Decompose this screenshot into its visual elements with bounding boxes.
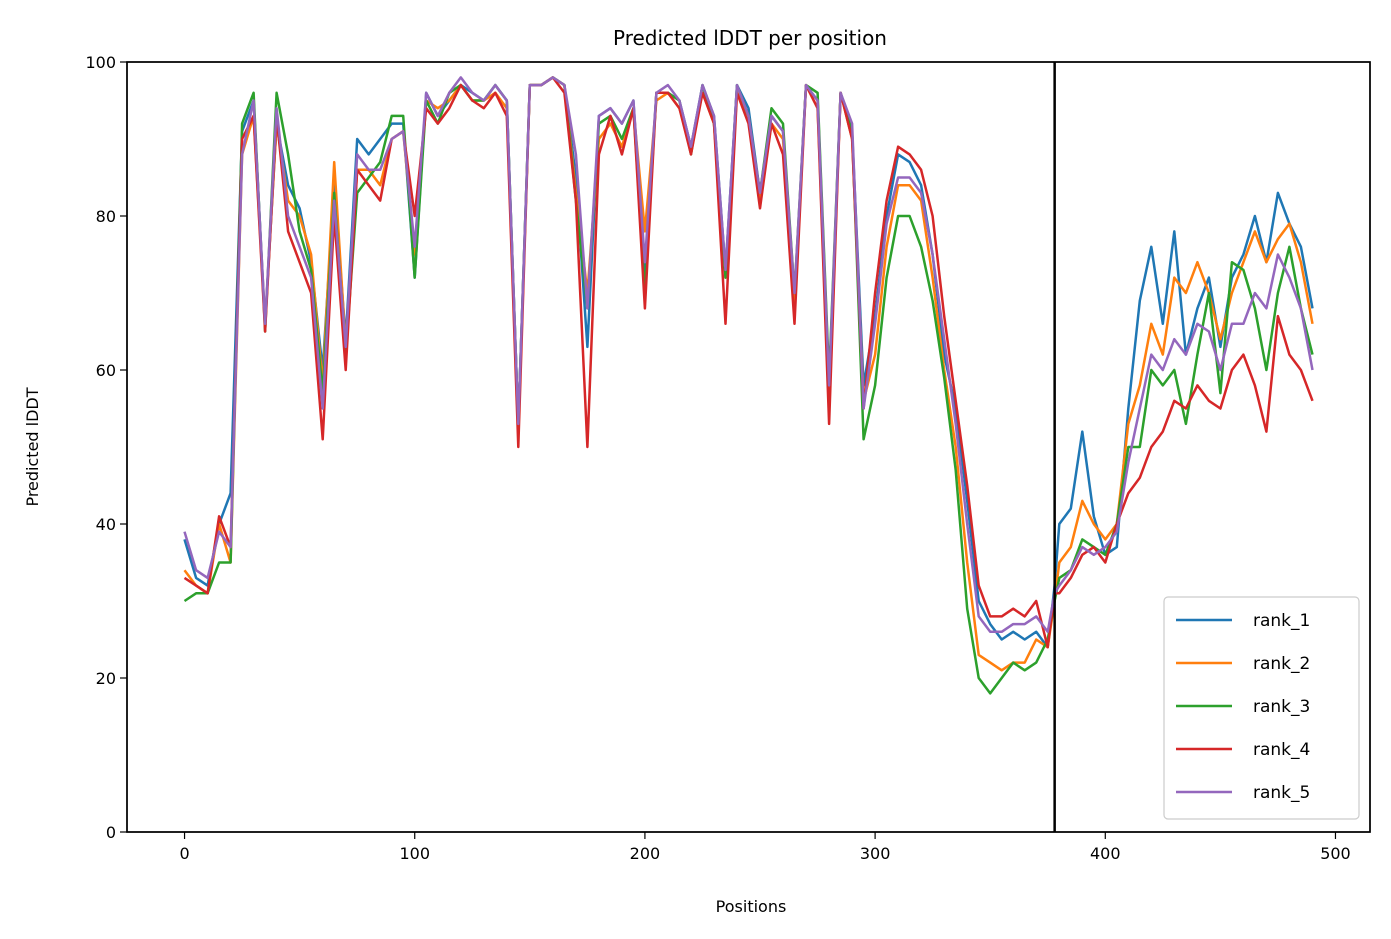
x-tick-label: 500 bbox=[1320, 844, 1351, 863]
legend-box bbox=[1163, 596, 1360, 820]
series-line-rank_4 bbox=[183, 76, 1314, 649]
x-axis-label: Positions bbox=[716, 897, 787, 916]
y-tick-label: 0 bbox=[106, 823, 116, 842]
series-lines bbox=[183, 76, 1314, 695]
y-tick-label: 100 bbox=[85, 53, 116, 72]
plot-frame-border bbox=[126, 61, 1371, 833]
y-tick-label: 40 bbox=[96, 515, 116, 534]
y-tick-label: 20 bbox=[96, 669, 116, 688]
legend: rank_1 rank_2 rank_3 rank_4 rank_5 bbox=[1163, 596, 1360, 820]
legend-label-rank_4: rank_4 bbox=[1253, 740, 1310, 760]
x-tick-label: 100 bbox=[399, 844, 430, 863]
y-tick-label: 80 bbox=[96, 207, 116, 226]
x-tick-label: 0 bbox=[179, 844, 189, 863]
y-axis-label: Predicted lDDT bbox=[23, 387, 42, 506]
axis-ticks: 0 100 200 300 400 500 0 20 40 60 80 100 bbox=[85, 53, 1350, 863]
legend-label-rank_1: rank_1 bbox=[1253, 611, 1310, 631]
series-line-rank_5 bbox=[183, 76, 1314, 634]
x-tick-label: 200 bbox=[630, 844, 661, 863]
legend-label-rank_2: rank_2 bbox=[1253, 654, 1310, 674]
legend-label-rank_3: rank_3 bbox=[1253, 697, 1310, 717]
chart-title: Predicted lDDT per position bbox=[613, 26, 887, 50]
x-tick-label: 400 bbox=[1090, 844, 1121, 863]
legend-label-rank_5: rank_5 bbox=[1253, 783, 1310, 803]
y-tick-label: 60 bbox=[96, 361, 116, 380]
x-tick-label: 300 bbox=[860, 844, 891, 863]
